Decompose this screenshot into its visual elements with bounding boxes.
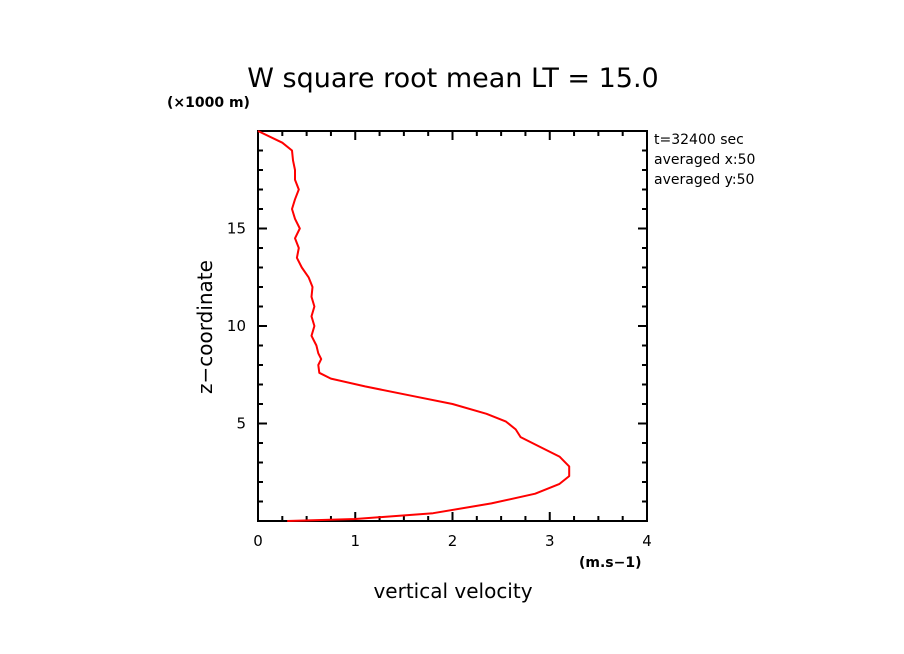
x-tick-label: 1 — [350, 532, 360, 550]
annotation-time: t=32400 sec — [654, 132, 744, 148]
x-tick-label: 0 — [253, 532, 263, 550]
x-axis-unit: (m.s−1) — [579, 555, 642, 571]
annotation-average-y: averaged y:50 — [654, 172, 754, 188]
series-layer — [257, 130, 571, 522]
y-tick-label: 15 — [227, 220, 246, 238]
y-tick-label: 5 — [236, 415, 246, 433]
y-axis-unit: (×1000 m) — [167, 95, 250, 111]
plot-frame — [257, 130, 648, 522]
x-axis-label: vertical velocity — [373, 579, 532, 603]
x-tick-label: 4 — [642, 532, 652, 550]
y-tick-label: 10 — [227, 317, 246, 335]
y-axis-label: z−coordinate — [193, 260, 217, 394]
annotation-average-x: averaged x:50 — [654, 152, 755, 168]
chart-title: W square root mean LT = 15.0 — [247, 63, 658, 94]
axis-ticks: 0 1 2 3 4 5 10 15 — [227, 131, 652, 550]
x-tick-label: 2 — [448, 532, 458, 550]
x-tick-label: 3 — [545, 532, 555, 550]
series-line-0 — [257, 130, 571, 522]
